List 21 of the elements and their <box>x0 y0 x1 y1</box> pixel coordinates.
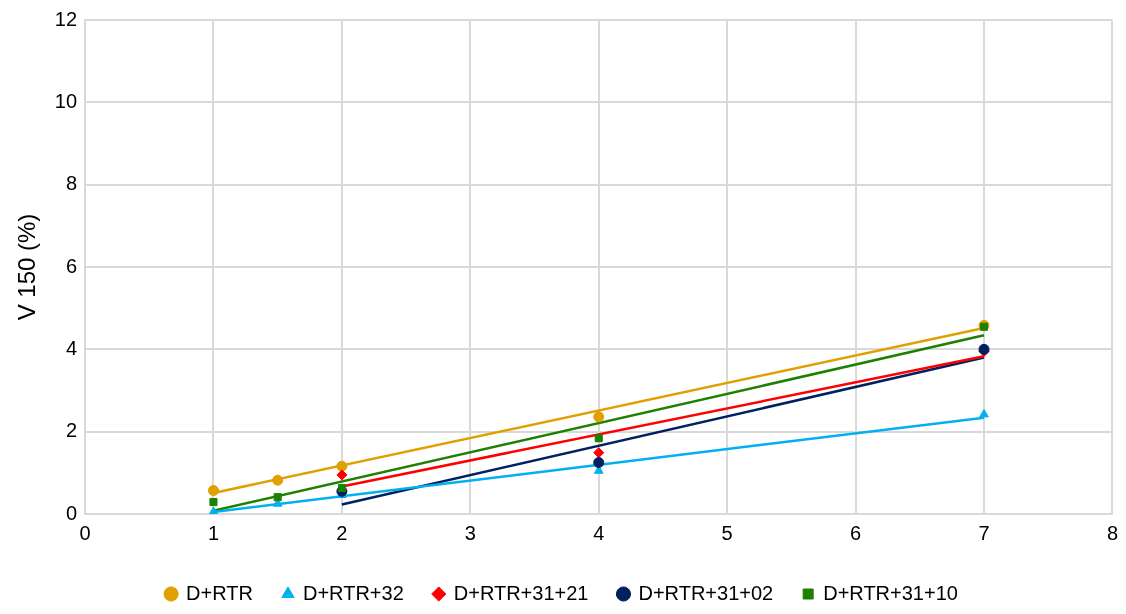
legend-label: D+RTR <box>186 581 253 604</box>
legend-label: D+RTR+31+02 <box>638 581 774 604</box>
x-tick-label: 7 <box>978 521 990 544</box>
x-tick-label: 3 <box>464 521 476 544</box>
x-tick-label: 2 <box>336 521 348 544</box>
y-tick-label: 12 <box>54 7 78 30</box>
x-tick-label: 1 <box>207 521 220 544</box>
y-tick-label: 4 <box>65 336 78 359</box>
y-tick-label: 0 <box>65 501 78 524</box>
x-tick-label: 6 <box>850 521 862 544</box>
legend-label: D+RTR+32 <box>302 581 404 604</box>
legend-label: D+RTR+31+21 <box>453 581 589 604</box>
y-tick-label: 6 <box>65 254 78 277</box>
y-tick-label: 10 <box>54 89 78 112</box>
x-tick-label: 8 <box>1106 521 1118 544</box>
x-tick-label: 5 <box>721 521 733 544</box>
y-axis-title: V 150 (%) <box>13 213 41 321</box>
y-tick-label: 8 <box>65 172 78 195</box>
y-tick-label: 2 <box>65 419 78 442</box>
legend-label: D+RTR+31+10 <box>823 581 958 604</box>
x-tick-label: 4 <box>593 521 605 544</box>
